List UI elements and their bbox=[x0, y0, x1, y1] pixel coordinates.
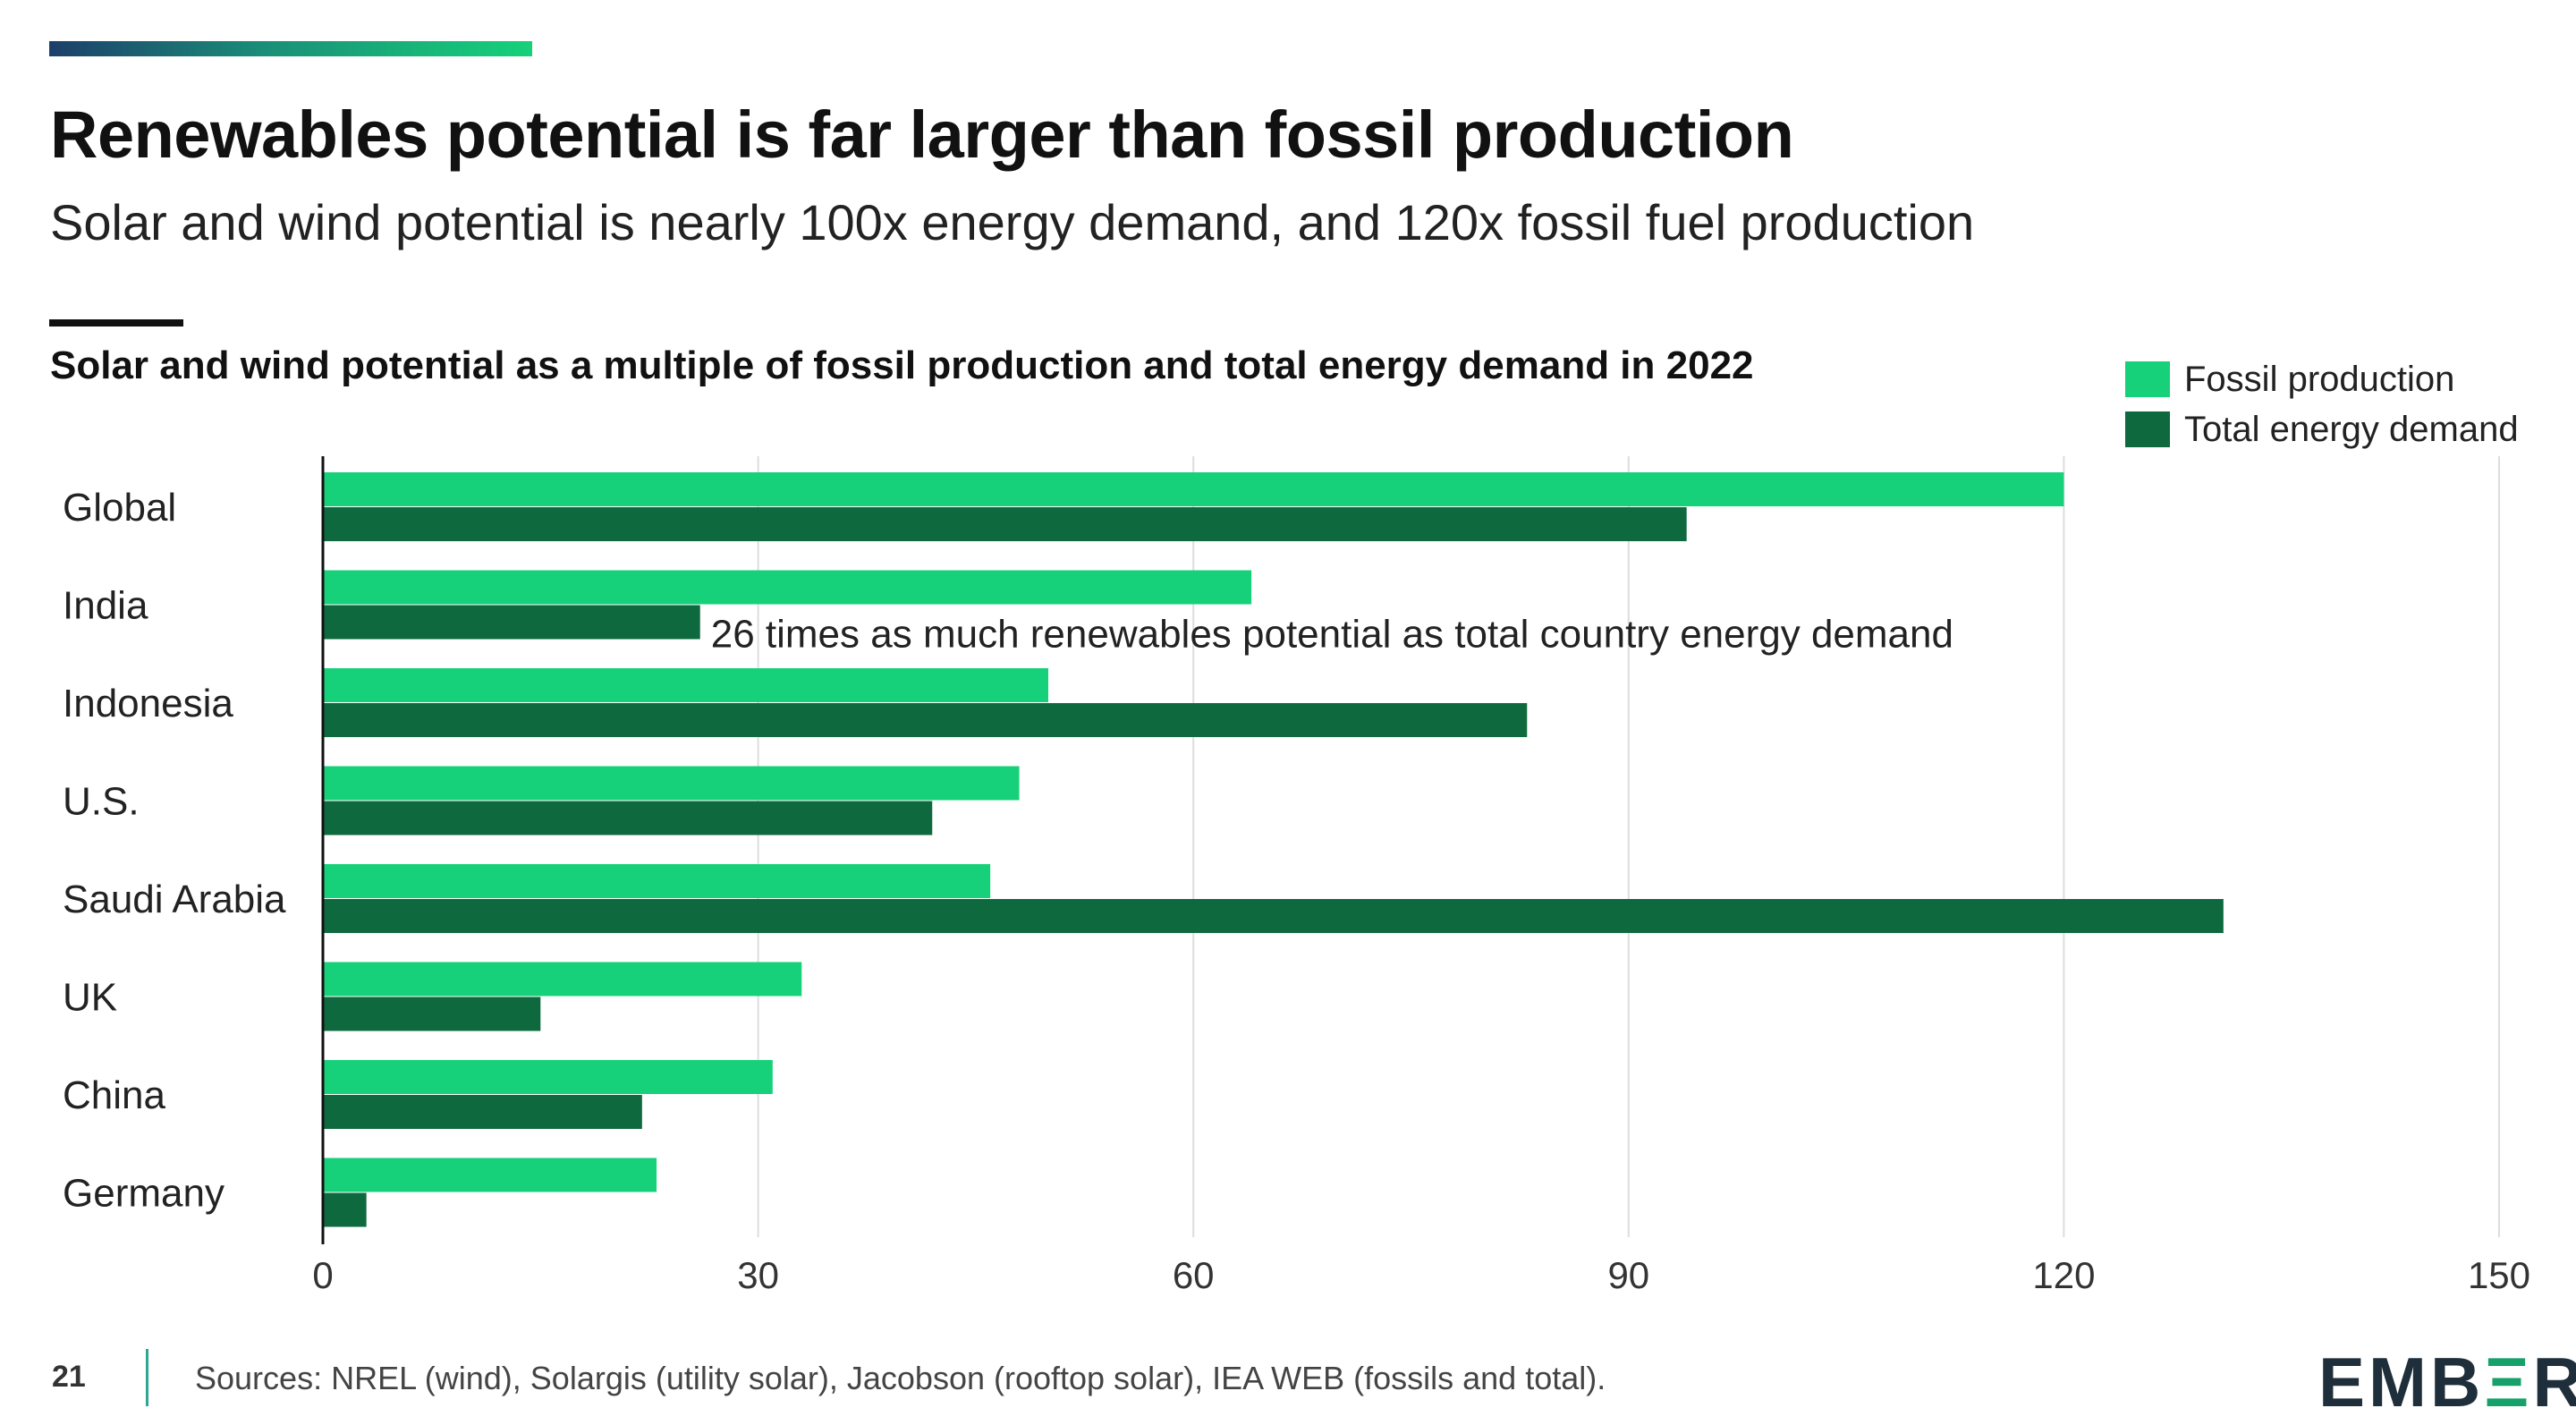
legend-label-fossil: Fossil production bbox=[2184, 359, 2455, 399]
category-label-global: Global bbox=[63, 486, 176, 530]
bar-u-s-fossil bbox=[323, 766, 1020, 801]
section-divider bbox=[49, 319, 183, 327]
bar-global-demand bbox=[323, 507, 1687, 541]
legend-label-demand: Total energy demand bbox=[2184, 409, 2519, 449]
annotation-india: 26 times as much renewables potential as… bbox=[711, 613, 1953, 657]
category-label-indonesia: Indonesia bbox=[63, 682, 233, 725]
bar-indonesia-demand bbox=[323, 703, 1528, 737]
legend-item-fossil: Fossil production bbox=[2125, 354, 2519, 404]
bar-china-fossil bbox=[323, 1060, 773, 1094]
bar-uk-fossil bbox=[323, 962, 802, 997]
category-label-u-s: U.S. bbox=[63, 780, 140, 824]
bar-china-demand bbox=[323, 1095, 642, 1129]
bar-global-fossil bbox=[323, 472, 2064, 506]
category-label-uk: UK bbox=[63, 976, 117, 1020]
x-tick-label-150: 150 bbox=[2468, 1254, 2530, 1296]
chart-legend: Fossil production Total energy demand bbox=[2125, 354, 2519, 454]
page-number: 21 bbox=[52, 1360, 86, 1394]
bar-india-fossil bbox=[323, 570, 1252, 605]
ember-logo: EMBΞR bbox=[2318, 1343, 2576, 1421]
x-tick-label-90: 90 bbox=[1607, 1254, 1649, 1296]
accent-bar bbox=[49, 41, 532, 56]
bar-germany-fossil bbox=[323, 1158, 657, 1192]
x-tick-label-0: 0 bbox=[312, 1254, 333, 1296]
bar-u-s-demand bbox=[323, 801, 933, 835]
chart-title: Solar and wind potential as a multiple o… bbox=[50, 344, 1754, 387]
category-label-india: India bbox=[63, 584, 148, 628]
legend-item-demand: Total energy demand bbox=[2125, 404, 2519, 454]
annotation-value: 26 bbox=[711, 613, 755, 657]
bar-saudi-arabia-fossil bbox=[323, 864, 991, 898]
category-label-china: China bbox=[63, 1073, 165, 1117]
x-tick-label-60: 60 bbox=[1173, 1254, 1215, 1296]
sources-note: Sources: NREL (wind), Solargis (utility … bbox=[195, 1360, 1606, 1396]
page-title: Renewables potential is far larger than … bbox=[50, 98, 1794, 172]
bar-uk-demand bbox=[323, 997, 541, 1031]
category-label-saudi-arabia: Saudi Arabia bbox=[63, 878, 286, 921]
x-tick-label-120: 120 bbox=[2032, 1254, 2095, 1296]
page-subtitle: Solar and wind potential is nearly 100x … bbox=[50, 194, 1975, 250]
legend-swatch-demand bbox=[2125, 411, 2170, 447]
category-label-germany: Germany bbox=[63, 1172, 225, 1216]
bar-germany-demand bbox=[323, 1192, 367, 1227]
bar-indonesia-fossil bbox=[323, 668, 1048, 702]
bar-saudi-arabia-demand bbox=[323, 899, 2224, 933]
legend-swatch-fossil bbox=[2125, 361, 2170, 397]
x-tick-label-30: 30 bbox=[737, 1254, 779, 1296]
bar-india-demand bbox=[323, 605, 700, 640]
annotation-text: times as much renewables potential as to… bbox=[755, 613, 1953, 657]
footer-divider bbox=[146, 1349, 148, 1406]
